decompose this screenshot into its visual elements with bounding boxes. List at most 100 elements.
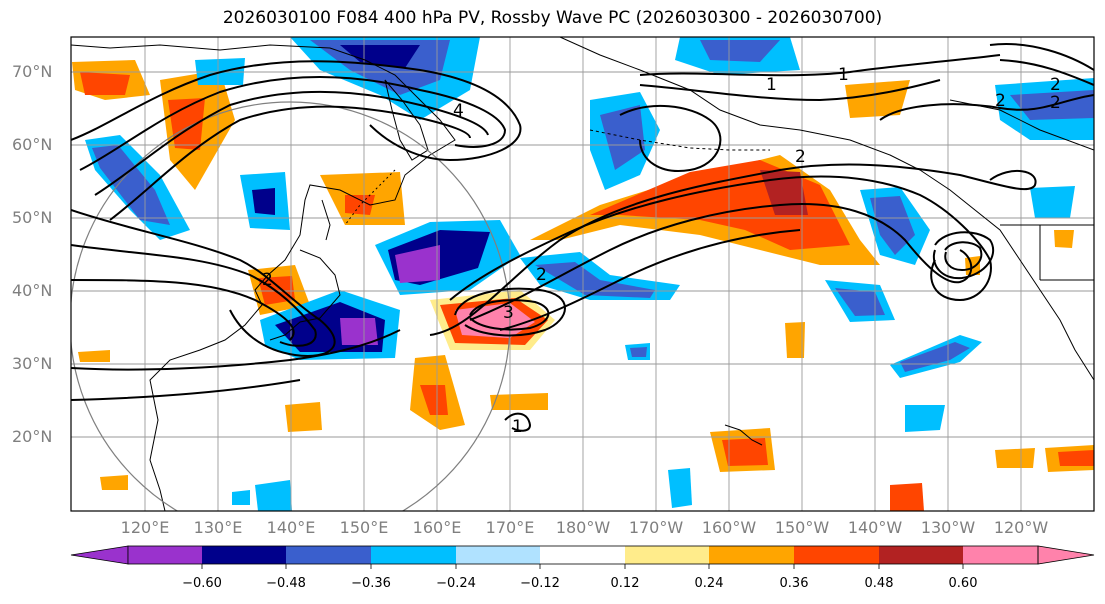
contour-line [71,209,336,357]
contour-line [79,76,507,171]
contour-line [71,379,301,401]
pv-neg-core [900,342,970,372]
pv-contours [71,43,1094,432]
lat-label-50n: 50°N [12,208,53,227]
pv-pos-region [890,483,924,511]
pv-neg-core [600,105,645,170]
contour-line [639,79,941,102]
us-borders [1000,224,1094,281]
lon-label-160e: 160°E [412,518,462,537]
contour-label: 2 [795,147,806,167]
lon-label-130w: 130°W [920,518,976,537]
pv-anomaly-fill [72,37,1094,511]
contour-line [429,163,1037,336]
pv-pos-core [1058,450,1094,466]
contour-line [619,104,722,172]
pv-pos-region [785,322,805,358]
contour-line [71,244,317,347]
asia-coast [71,44,456,511]
lon-label-180w: 180°W [555,518,611,537]
contour-line [454,287,566,337]
colorbar-extend-low [70,545,129,565]
pv-neg-region [905,405,945,432]
lon-label-150w: 150°W [774,518,830,537]
contour-line [71,60,522,162]
reference-circle [71,101,511,511]
lat-label-30n: 30°N [12,354,53,373]
contour-line [499,229,801,331]
contour-line [944,241,983,272]
lon-label-160w: 160°W [701,518,757,537]
lon-label-140w: 140°W [847,518,903,537]
lon-label-120e: 120°E [120,518,170,537]
colorbar-swatch [371,546,456,564]
pv-neg-core [395,245,440,283]
kuril-islands [344,169,396,226]
contour-line [999,59,1094,86]
hawaii-islands [724,424,763,446]
colorbar-swatch [456,546,540,564]
colorbar-swatch [709,546,794,564]
colorbar-tick-label: 0.60 [948,576,978,591]
pv-neg-core [535,262,655,298]
pv-pos-region [845,80,910,118]
colorbar-swatch [625,546,709,564]
contour-line [449,175,992,302]
colorbar-swatch [540,546,625,564]
contour-label: 1 [512,417,523,437]
contour-labels: 1 1 2 2 2 2 2 3 4 1 2 [262,65,1061,437]
map-frame [70,36,1095,512]
lat-label-40n: 40°N [12,281,53,300]
pv-neg-core [835,288,885,316]
colorbar-tick-label: −0.24 [436,576,476,591]
pv-pos-region [285,402,322,432]
pv-neg-region [1030,186,1075,218]
pv-pos-region [78,350,110,362]
lon-label-170w: 170°W [628,518,684,537]
map-title: 2026030100 F084 400 hPa PV, Rossby Wave … [222,8,883,28]
colorbar-frame [127,545,1039,565]
colorbar-tick-label: −0.60 [182,576,222,591]
contour-line [71,329,401,371]
pv-pos-region [100,475,128,490]
pv-neg-core [870,196,915,255]
contour-line [71,279,295,341]
pv-pos-region [995,448,1035,468]
pv-neg-core [92,145,170,225]
lon-label-120w: 120°W [993,518,1049,537]
pv-neg-core [340,318,378,345]
contour-line [989,43,1094,71]
colorbar-tick-label: −0.36 [351,576,391,591]
lat-label-60n: 60°N [12,135,53,154]
colorbar-swatch [128,546,202,564]
pv-pos-core [345,195,375,215]
colorbar-swatch [286,546,371,564]
colorbar-swatch [202,546,286,564]
colorbar-extend-high [1037,545,1095,565]
contour-label: 2 [536,265,547,285]
contour-label: 4 [453,101,464,121]
pv-pos-region [1054,230,1074,248]
contour-label: 1 [766,75,777,95]
colorbar-swatch [879,546,963,564]
lon-label-150e: 150°E [339,518,389,537]
contour-label: 2 [1050,93,1061,113]
contour-line [109,105,471,221]
lon-label-170e: 170°E [485,518,535,537]
contour-label: 2 [995,91,1006,111]
colorbar-tick-label: −0.12 [520,576,560,591]
colorbar-swatch [963,546,1038,564]
pv-pos-region [965,256,980,275]
contour-line [504,412,532,432]
contour-label: 2 [1050,75,1061,95]
sakhalin-coast [321,199,331,241]
pv-neg-core [252,188,275,215]
contour-line [469,299,550,331]
contour-label: 1 [838,65,849,85]
contour-label: 3 [503,303,514,323]
pv-pos-core [722,438,768,466]
japan-coast [269,249,341,341]
pv-pos-core [80,72,130,95]
lat-label-70n: 70°N [12,62,53,81]
